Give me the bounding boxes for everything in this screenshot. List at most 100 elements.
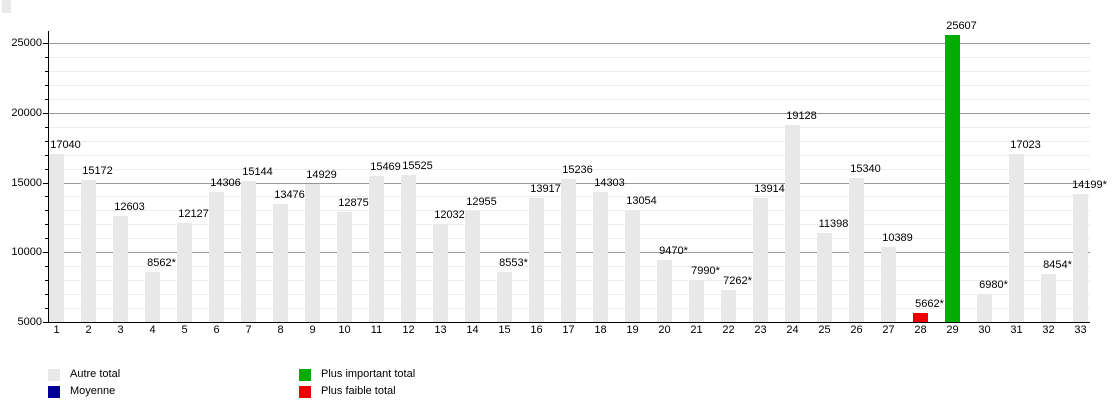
bar-28 — [913, 312, 928, 322]
bar-19 — [625, 209, 640, 322]
bar-8 — [273, 203, 288, 322]
bar-17 — [561, 179, 576, 322]
gridline-major — [48, 112, 1090, 114]
legend-swatch-autre-total — [48, 368, 60, 381]
bar-value-label: 19128 — [786, 109, 817, 122]
bar-value-label: 13914 — [754, 182, 785, 195]
x-tick-label: 9 — [309, 324, 316, 336]
x-tick-label: 6 — [213, 324, 220, 336]
bar-21 — [689, 280, 704, 322]
bar-6 — [209, 192, 224, 322]
bar-value-label: 12603 — [114, 200, 145, 213]
bar-26 — [849, 177, 864, 322]
bar-value-label: 12875 — [338, 197, 369, 210]
y-axis-tick — [45, 140, 48, 142]
bar-value-label: 14929 — [306, 168, 337, 181]
bar-value-label: 17023 — [1010, 139, 1041, 152]
y-axis-tick — [45, 280, 48, 282]
bar-32 — [1041, 273, 1056, 322]
legend-swatch-plus-faible-total — [299, 385, 311, 398]
y-axis-tick — [45, 98, 48, 100]
x-axis-line — [48, 322, 1090, 323]
y-tick-label: 5000 — [17, 316, 42, 328]
bar-2 — [81, 180, 96, 322]
bar-18 — [593, 192, 608, 322]
y-axis-tick — [45, 168, 48, 170]
y-axis-tick — [45, 154, 48, 156]
y-axis-tick — [43, 112, 48, 114]
bar-value-label: 14199* — [1072, 178, 1107, 191]
bar-value-label: 13476 — [274, 188, 305, 201]
legend-item-plus-important-total: Plus important total — [299, 368, 415, 381]
gridline-minor — [48, 84, 1090, 86]
legend-label-plus-important-total: Plus important total — [321, 368, 416, 380]
y-tick-label: 20000 — [11, 106, 42, 119]
bar-23 — [753, 197, 768, 322]
legend-label-moyenne: Moyenne — [70, 385, 116, 397]
y-tick-label: 10000 — [11, 246, 42, 259]
bar-10 — [337, 212, 352, 322]
bar-30 — [977, 294, 992, 322]
bar-13 — [433, 223, 448, 322]
bar-1 — [49, 154, 64, 322]
x-tick-label: 3 — [117, 324, 124, 336]
x-tick-label: 7 — [245, 324, 252, 336]
bar-7 — [241, 180, 256, 322]
bar-value-label: 11398 — [818, 217, 849, 230]
y-axis-tick — [45, 224, 48, 226]
bar-value-label: 14306 — [210, 177, 241, 190]
x-tick-label: 13 — [434, 324, 447, 336]
y-axis-tick — [43, 322, 48, 323]
y-axis-tick — [43, 182, 48, 184]
x-tick-label: 14 — [466, 324, 479, 336]
x-tick-label: 32 — [1042, 324, 1055, 336]
bar-4 — [145, 272, 160, 322]
gridline-minor — [48, 168, 1090, 170]
x-tick-label: 5 — [181, 324, 188, 336]
bar-value-label: 10389 — [882, 231, 913, 244]
y-axis-tick — [45, 238, 48, 240]
y-tick-label: 15000 — [11, 176, 42, 189]
y-axis-tick — [45, 266, 48, 268]
y-axis-tick — [43, 252, 48, 254]
bar-29 — [945, 34, 960, 322]
y-axis-line — [48, 31, 49, 323]
x-tick-label: 16 — [530, 324, 543, 336]
y-axis-tick — [45, 84, 48, 86]
bar-value-label: 15469 — [370, 161, 401, 173]
bar-value-label: 15172 — [82, 165, 113, 178]
y-axis-tick — [45, 294, 48, 296]
gridline-minor — [48, 56, 1090, 58]
gridline-minor — [48, 70, 1090, 72]
bar-9 — [305, 183, 320, 322]
legend-swatch-moyenne — [48, 385, 60, 398]
x-tick-label: 1 — [53, 324, 60, 336]
x-tick-label: 26 — [850, 324, 863, 336]
gridline-major — [48, 43, 1090, 44]
bar-value-label: 12955 — [466, 196, 497, 208]
y-axis-tick — [45, 196, 48, 198]
bar-value-label: 12032 — [434, 208, 465, 221]
legend-label-autre-total: Autre total — [70, 368, 121, 380]
bar-14 — [465, 211, 480, 322]
x-tick-label: 28 — [914, 324, 927, 336]
x-tick-label: 8 — [277, 324, 284, 336]
bar-5 — [177, 222, 192, 322]
bar-value-label: 15340 — [850, 162, 881, 175]
bar-value-label: 8562* — [147, 257, 176, 270]
corner-swatch — [2, 0, 11, 13]
legend-item-autre-total: Autre total — [48, 368, 120, 381]
y-axis-tick — [45, 126, 48, 128]
x-tick-label: 23 — [754, 324, 767, 336]
x-tick-label: 18 — [594, 324, 607, 336]
legend-swatch-plus-important-total — [299, 368, 311, 381]
y-tick-label: 25000 — [11, 37, 42, 49]
x-tick-label: 19 — [626, 324, 639, 336]
x-tick-label: 15 — [498, 324, 511, 336]
bar-value-label: 15144 — [242, 165, 273, 178]
bar-25 — [817, 232, 832, 322]
y-axis-tick — [45, 70, 48, 72]
x-tick-label: 22 — [722, 324, 735, 336]
x-tick-label: 10 — [338, 324, 351, 336]
